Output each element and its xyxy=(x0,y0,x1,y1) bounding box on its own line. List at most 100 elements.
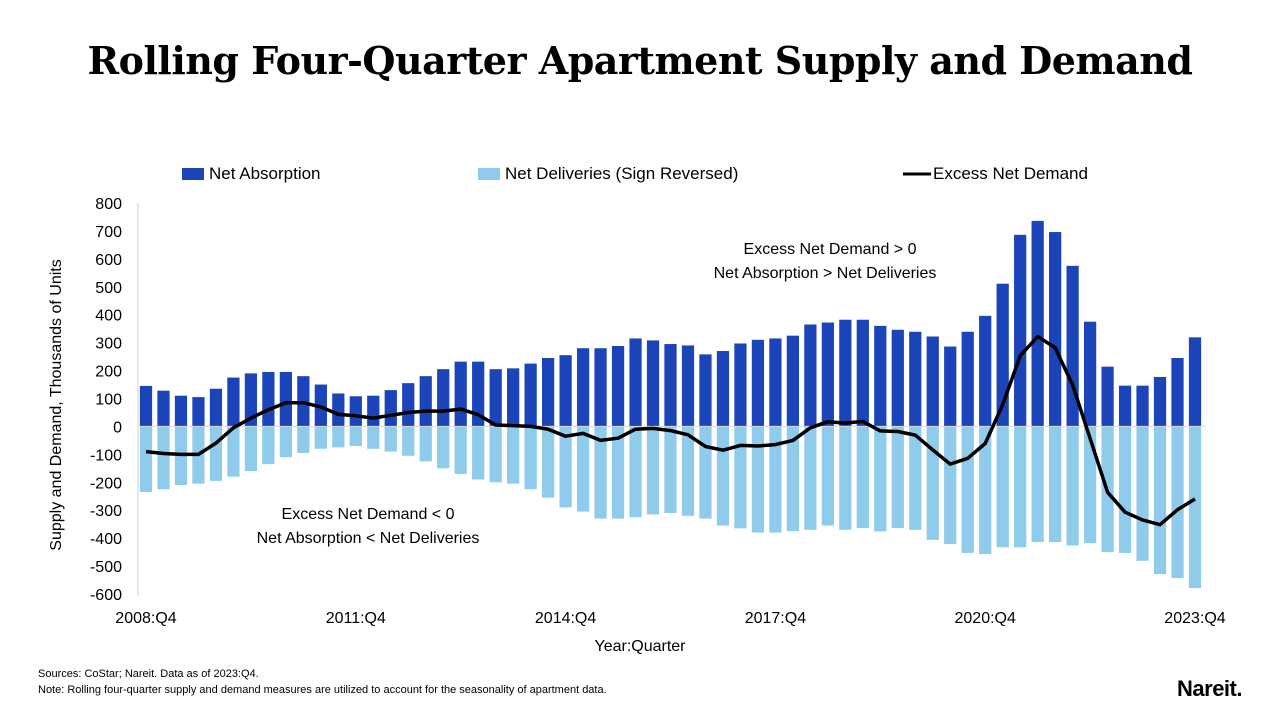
y-tick-label: -400 xyxy=(90,531,122,548)
net-deliveries-bar xyxy=(454,426,467,474)
net-deliveries-bar xyxy=(629,426,642,518)
net-deliveries-bar xyxy=(244,426,258,472)
sources-note: Sources: CoStar; Nareit. Data as of 2023… xyxy=(38,668,259,680)
net-deliveries-bar xyxy=(961,426,974,553)
x-tick-label: 2008:Q4 xyxy=(115,610,176,627)
x-tick-label: 2020:Q4 xyxy=(955,610,1016,627)
net-deliveries-bar xyxy=(297,426,310,453)
net-deliveries-bar xyxy=(402,426,415,456)
net-absorption-bar xyxy=(1118,385,1132,427)
net-deliveries-bar xyxy=(332,426,345,448)
net-absorption-bar xyxy=(559,355,572,427)
y-tick-label: 0 xyxy=(113,419,122,436)
net-absorption-bar xyxy=(1101,366,1114,427)
net-absorption-bar xyxy=(192,397,205,427)
y-tick-label: -100 xyxy=(90,447,122,464)
net-absorption-bar xyxy=(716,351,730,427)
net-absorption-bar xyxy=(1153,376,1167,427)
net-deliveries-bar xyxy=(559,426,572,508)
net-deliveries-bar xyxy=(262,426,275,465)
net-absorption-bar xyxy=(891,329,904,427)
net-deliveries-bar xyxy=(874,426,887,532)
net-deliveries-bar xyxy=(1083,426,1097,544)
net-absorption-bar xyxy=(629,338,642,427)
net-deliveries-bar xyxy=(839,426,852,530)
net-absorption-bar xyxy=(1083,321,1097,427)
net-absorption-bar xyxy=(804,324,817,427)
net-absorption-bar xyxy=(681,345,695,427)
net-deliveries-bar xyxy=(279,426,292,458)
y-tick-label: 200 xyxy=(95,364,122,381)
net-deliveries-bar xyxy=(1188,426,1202,589)
net-deliveries-bar xyxy=(646,426,660,515)
net-absorption-bar xyxy=(1031,220,1044,427)
net-deliveries-bar xyxy=(751,426,765,533)
net-absorption-bar xyxy=(244,373,258,427)
x-tick-label: 2014:Q4 xyxy=(535,610,596,627)
net-deliveries-bar xyxy=(1171,426,1184,579)
bars xyxy=(139,220,1202,589)
y-ticks: 800 700 600 500 400 300 200 100 0 -100 -200 -300 -40… xyxy=(90,196,122,604)
net-deliveries-bar xyxy=(1014,426,1027,548)
net-absorption-bar xyxy=(576,348,590,427)
net-deliveries-bar xyxy=(699,426,712,519)
net-deliveries-bar xyxy=(681,426,695,516)
net-deliveries-bar xyxy=(996,426,1009,548)
net-absorption-bar xyxy=(1049,232,1062,427)
y-tick-label: 500 xyxy=(95,280,122,297)
net-deliveries-bar xyxy=(891,426,904,529)
net-absorption-bar xyxy=(454,361,467,427)
net-absorption-bar xyxy=(856,319,869,427)
net-deliveries-bar xyxy=(786,426,800,532)
net-absorption-bar xyxy=(594,348,607,427)
legend: Net Absorption Net Deliveries (Sign Reve… xyxy=(182,164,1088,183)
net-deliveries-bar xyxy=(1049,426,1062,543)
annotation-positive-line1: Excess Net Demand > 0 xyxy=(744,241,917,258)
chart-title: Rolling Four-Quarter Apartment Supply an… xyxy=(87,38,1193,83)
net-absorption-bar xyxy=(541,358,555,427)
net-deliveries-bar xyxy=(1136,426,1149,561)
net-absorption-bar xyxy=(769,338,782,427)
net-absorption-bar xyxy=(332,393,345,427)
y-tick-label: 100 xyxy=(95,392,122,409)
net-deliveries-bar xyxy=(489,426,502,483)
net-absorption-bar xyxy=(699,354,712,427)
net-deliveries-bar xyxy=(367,426,380,449)
y-tick-label: -500 xyxy=(90,559,122,576)
net-absorption-bar xyxy=(646,340,660,427)
net-absorption-bar xyxy=(944,346,957,427)
net-absorption-bar xyxy=(664,344,677,427)
net-absorption-bar xyxy=(227,377,240,427)
x-ticks: 2008:Q4 2011:Q4 2014:Q4 2017:Q4 2020:Q4 2023:… xyxy=(115,610,1225,627)
net-deliveries-bar xyxy=(419,426,432,462)
net-absorption-bar xyxy=(139,385,153,427)
y-tick-label: 700 xyxy=(95,224,122,241)
net-absorption-bar xyxy=(1171,358,1184,427)
net-absorption-bar xyxy=(507,368,520,427)
net-absorption-bar xyxy=(489,369,502,427)
net-absorption-bar xyxy=(751,339,765,427)
net-deliveries-bar xyxy=(909,426,922,530)
net-absorption-bar xyxy=(821,322,834,427)
footnote: Note: Rolling four-quarter supply and de… xyxy=(38,684,607,696)
net-deliveries-bar xyxy=(1066,426,1079,546)
net-absorption-bar xyxy=(961,331,974,427)
net-deliveries-bar xyxy=(437,426,450,469)
net-deliveries-bar xyxy=(1118,426,1132,553)
legend-label-excess-net-demand: Excess Net Demand xyxy=(933,164,1088,183)
net-deliveries-bar xyxy=(821,426,834,526)
net-absorption-bar xyxy=(1136,385,1149,427)
net-deliveries-bar xyxy=(507,426,520,484)
net-deliveries-bar xyxy=(856,426,869,529)
excess-net-demand-line xyxy=(145,334,1196,527)
net-deliveries-bar xyxy=(227,426,240,477)
y-tick-label: 300 xyxy=(95,336,122,353)
net-absorption-bar xyxy=(734,343,747,427)
net-deliveries-bar xyxy=(926,426,939,540)
net-deliveries-bar xyxy=(664,426,677,514)
net-absorption-bar xyxy=(979,315,992,427)
annotation-negative-line1: Excess Net Demand < 0 xyxy=(282,506,455,523)
legend-swatch-net-absorption xyxy=(182,168,204,180)
legend-label-net-absorption: Net Absorption xyxy=(209,164,321,183)
net-absorption-bar xyxy=(611,345,625,427)
